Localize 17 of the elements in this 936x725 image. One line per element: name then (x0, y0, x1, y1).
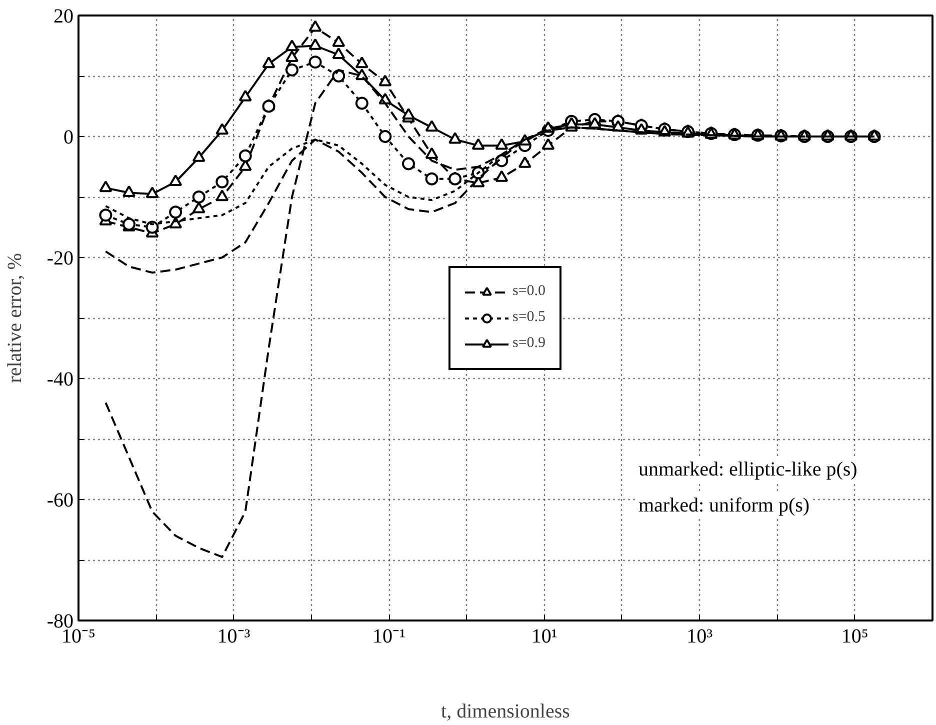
x-tick-label: 10¹ (531, 626, 558, 648)
legend-label: s=0.9 (512, 335, 546, 352)
x-tick-label: 10⁵ (841, 626, 868, 648)
x-tick-label: 10⁻¹ (372, 626, 406, 648)
annotation: marked: uniform p(s) (638, 494, 810, 516)
y-tick-label: 0 (64, 126, 74, 148)
y-tick-label: -60 (46, 490, 74, 512)
legend-label: s=0.0 (512, 283, 546, 300)
y-tick-label: -40 (46, 368, 74, 390)
y-tick-label: 20 (54, 6, 74, 28)
y-axis-title: relative error, % (4, 253, 26, 383)
x-tick-label: 10³ (686, 626, 713, 648)
y-tick-label: -20 (46, 248, 74, 270)
x-tick-label: 10⁻³ (217, 626, 250, 648)
legend-label: s=0.5 (512, 309, 546, 326)
x-axis-title: t, dimensionless (441, 700, 570, 722)
annotation: unmarked: elliptic-like p(s) (638, 458, 858, 480)
